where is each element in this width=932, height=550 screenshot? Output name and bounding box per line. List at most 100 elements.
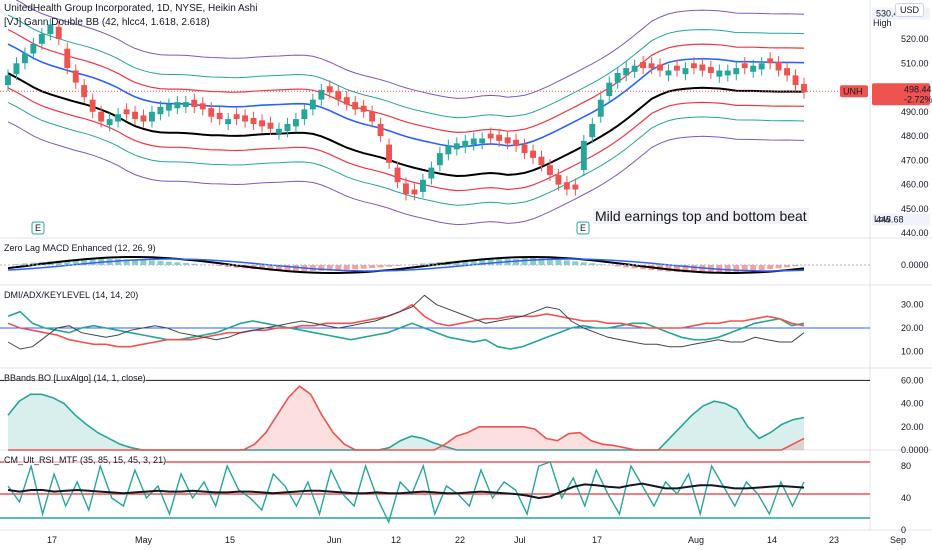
macd-bar <box>462 260 469 265</box>
candle <box>623 68 630 76</box>
candle <box>640 62 646 69</box>
macd-bar <box>182 263 189 265</box>
candle <box>691 63 697 69</box>
indicator-title[interactable]: [VJ] Gann Double BB (42, hlcc4, 1.618, 2… <box>4 17 210 28</box>
macd-bar <box>115 259 121 265</box>
candle <box>724 70 731 76</box>
candle <box>496 134 503 141</box>
macd-bar <box>665 265 672 272</box>
macd-bar <box>276 265 282 271</box>
candle <box>132 111 138 120</box>
candle <box>792 75 799 86</box>
macd-bar <box>487 259 494 265</box>
macd-bar <box>318 265 325 271</box>
x-tick: Sep <box>890 535 906 545</box>
candle <box>250 117 257 124</box>
candle <box>89 99 96 112</box>
symbol-label: UNH <box>843 86 863 96</box>
macd-bar <box>132 259 138 265</box>
macd-bar <box>428 262 435 265</box>
candle <box>563 182 570 190</box>
candle <box>149 111 155 122</box>
macd-bar <box>614 265 621 267</box>
candle <box>530 150 536 158</box>
earnings-marker-label: E <box>580 223 586 233</box>
candle <box>335 91 342 100</box>
candle <box>233 114 240 120</box>
candle <box>22 53 28 64</box>
macd-bar <box>580 262 587 265</box>
macd-bar <box>623 265 630 268</box>
x-tick: May <box>135 535 153 545</box>
candle <box>140 115 147 122</box>
bbands-title[interactable]: BBands BO [LuxAlgo] (14, 1, close) <box>4 373 146 383</box>
macd-bar <box>513 259 519 265</box>
candle <box>513 139 519 146</box>
candle <box>504 137 511 144</box>
bbands-tick: 40.00 <box>901 399 924 409</box>
candle <box>716 70 723 77</box>
candle <box>5 75 11 86</box>
candle <box>445 145 452 155</box>
candle <box>284 123 291 132</box>
macd-bar <box>750 265 757 271</box>
macd-bar <box>411 264 418 265</box>
macd-bar <box>326 265 333 271</box>
price-tick: 490.00 <box>901 107 929 117</box>
candle <box>55 26 62 39</box>
candle <box>386 144 392 163</box>
candle <box>343 97 350 105</box>
candle <box>597 99 604 117</box>
macd-bar <box>267 265 274 270</box>
rsi-title[interactable]: CM_Ult_RSI_MTF (35, 85, 15, 45, 3, 21) <box>4 455 167 465</box>
candle <box>580 140 587 170</box>
candle <box>547 165 553 175</box>
candle <box>30 43 37 54</box>
candle <box>631 65 638 72</box>
rsi-line <box>7 482 805 500</box>
last-price-change: -2.72% <box>904 94 932 104</box>
candle <box>665 70 672 76</box>
high-label: High <box>873 18 892 28</box>
dmi-line <box>7 294 805 350</box>
macd-bar <box>343 265 350 270</box>
candle <box>521 144 528 154</box>
candle <box>707 66 714 73</box>
macd-bar <box>775 265 782 269</box>
x-tick: Jun <box>327 535 342 545</box>
macd-bar <box>284 265 291 271</box>
currency-button[interactable]: USD <box>894 3 924 17</box>
candle <box>182 102 189 107</box>
candle <box>259 120 265 127</box>
macd-bar <box>547 258 553 265</box>
macd-bar <box>674 265 680 272</box>
candle <box>326 86 333 93</box>
candle <box>72 70 79 83</box>
bb-red-upper <box>7 28 805 134</box>
bb-midline <box>7 72 805 178</box>
candle <box>115 114 121 122</box>
macd-bar <box>377 265 384 268</box>
macd-bar <box>699 265 706 273</box>
chart-annotation[interactable]: Mild earnings top and bottom beat <box>593 208 809 224</box>
dmi-tick: 10.00 <box>901 346 924 356</box>
candle <box>648 63 655 69</box>
candle <box>276 128 282 134</box>
x-tick: 23 <box>829 535 839 545</box>
candle <box>360 105 367 112</box>
bb-inner-upper <box>7 14 805 119</box>
dmi-tick: 20.00 <box>901 323 924 333</box>
candle <box>453 143 460 150</box>
macd-bar <box>589 263 596 265</box>
macd-signal <box>7 258 805 272</box>
zero-lag-title[interactable]: Zero Lag MACD Enhanced (12, 26, 9) <box>4 243 156 253</box>
macd-bar <box>420 263 426 265</box>
candle <box>674 65 680 71</box>
candle <box>403 183 409 195</box>
dmi-title[interactable]: DMI/ADX/KEYLEVEL (14, 14, 20) <box>4 290 139 300</box>
candle <box>750 65 757 72</box>
candle <box>487 133 494 139</box>
macd-bar <box>784 265 790 268</box>
macd-bar <box>123 259 130 265</box>
rsi-tick: 40 <box>901 493 911 503</box>
